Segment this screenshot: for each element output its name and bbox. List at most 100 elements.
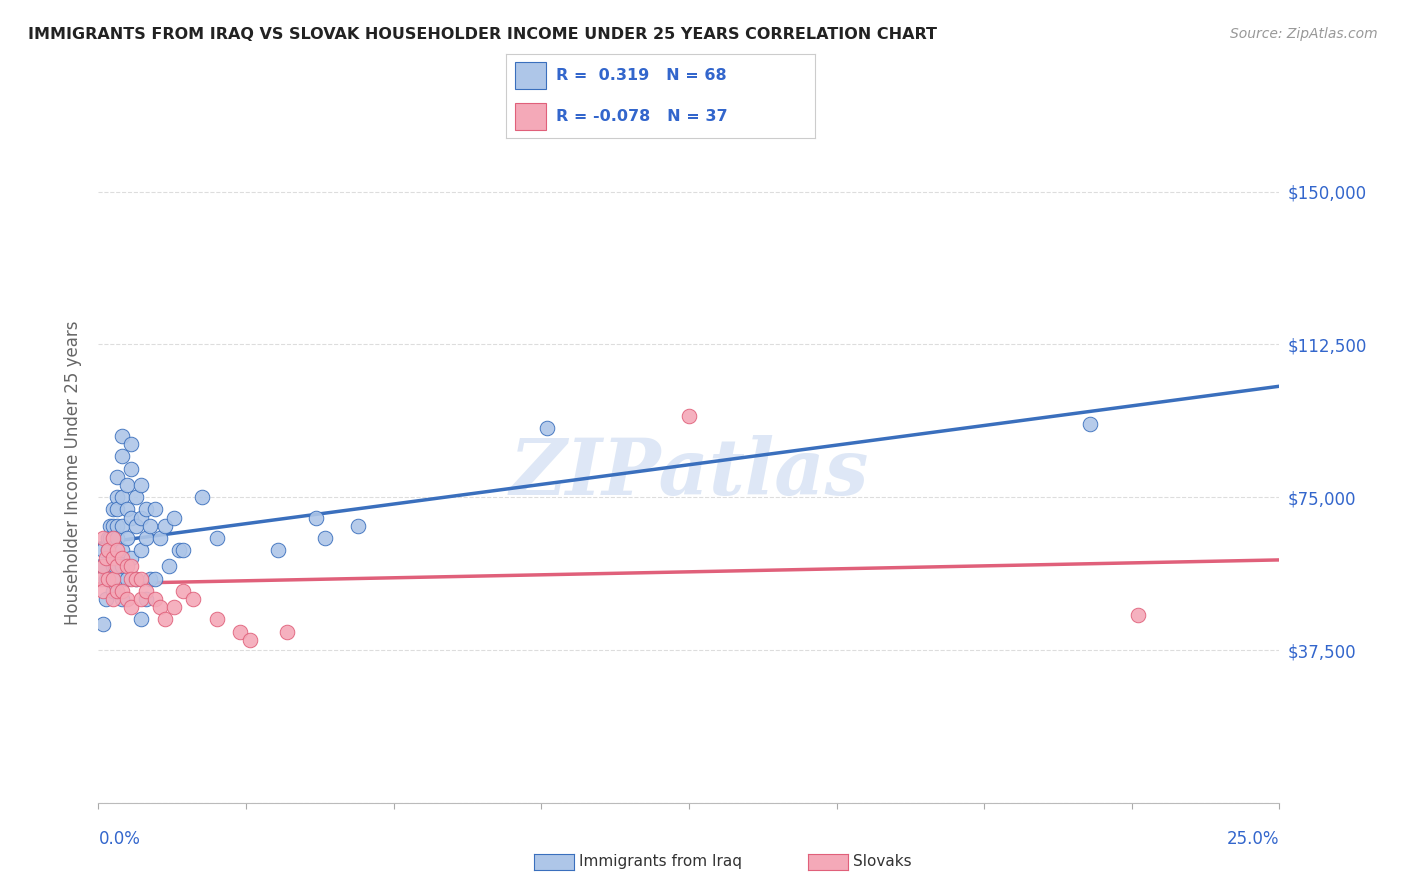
Point: [205, 531, 228, 545]
Point: [135, 502, 157, 516]
Point: [91, 559, 114, 574]
Point: [91, 583, 114, 598]
Point: [101, 583, 124, 598]
Text: Source: ZipAtlas.com: Source: ZipAtlas.com: [1230, 27, 1378, 41]
Point: [121, 551, 143, 566]
Point: [111, 429, 134, 443]
Point: [105, 583, 128, 598]
Point: [105, 490, 128, 504]
Point: [149, 531, 172, 545]
Point: [105, 551, 128, 566]
Point: [143, 592, 166, 607]
Point: [98, 518, 121, 533]
Point: [129, 612, 152, 626]
Point: [105, 470, 128, 484]
Point: [91, 531, 114, 545]
Y-axis label: Householder Income Under 25 years: Householder Income Under 25 years: [65, 320, 83, 625]
Point: [101, 572, 124, 586]
Point: [267, 543, 290, 558]
Point: [101, 592, 124, 607]
Point: [129, 478, 152, 492]
Point: [125, 572, 148, 586]
Point: [129, 510, 152, 524]
Point: [1126, 608, 1149, 623]
Point: [139, 572, 162, 586]
Point: [121, 572, 143, 586]
Point: [115, 559, 138, 574]
Point: [105, 502, 128, 516]
Point: [111, 543, 134, 558]
Point: [129, 592, 152, 607]
Point: [305, 510, 328, 524]
Point: [678, 409, 700, 423]
Point: [314, 531, 336, 545]
Point: [153, 518, 176, 533]
Point: [90, 572, 112, 586]
Point: [97, 572, 120, 586]
Bar: [516, 103, 547, 130]
Point: [205, 612, 228, 626]
Point: [101, 559, 124, 574]
Point: [239, 632, 262, 647]
Point: [105, 543, 128, 558]
Point: [163, 510, 186, 524]
Point: [135, 592, 157, 607]
Text: 0.0%: 0.0%: [98, 830, 141, 847]
Point: [347, 518, 370, 533]
Text: R = -0.078   N = 37: R = -0.078 N = 37: [555, 109, 727, 124]
Point: [135, 531, 157, 545]
Point: [121, 559, 143, 574]
Point: [129, 543, 152, 558]
Point: [105, 559, 128, 574]
Point: [125, 572, 148, 586]
Point: [111, 450, 134, 464]
Point: [101, 531, 124, 545]
Point: [125, 518, 148, 533]
Point: [111, 583, 134, 598]
Point: [121, 510, 143, 524]
Text: IMMIGRANTS FROM IRAQ VS SLOVAK HOUSEHOLDER INCOME UNDER 25 YEARS CORRELATION CHA: IMMIGRANTS FROM IRAQ VS SLOVAK HOUSEHOLD…: [28, 27, 938, 42]
Point: [97, 531, 120, 545]
Point: [101, 551, 124, 566]
Point: [153, 612, 176, 626]
Point: [105, 572, 128, 586]
Point: [97, 572, 120, 586]
Point: [135, 583, 157, 598]
Point: [129, 572, 152, 586]
Point: [125, 490, 148, 504]
Point: [181, 592, 204, 607]
Point: [536, 421, 558, 435]
Point: [157, 559, 180, 574]
Point: [101, 551, 124, 566]
Point: [101, 518, 124, 533]
Point: [111, 559, 134, 574]
Bar: [516, 62, 547, 89]
Point: [111, 518, 134, 533]
Point: [167, 543, 190, 558]
Point: [139, 518, 162, 533]
Point: [91, 616, 114, 631]
Point: [94, 572, 117, 586]
Point: [111, 551, 134, 566]
Point: [111, 592, 134, 607]
Point: [121, 600, 143, 615]
Text: Immigrants from Iraq: Immigrants from Iraq: [579, 855, 742, 869]
Point: [1080, 417, 1102, 431]
Point: [105, 518, 128, 533]
Point: [97, 543, 120, 558]
Point: [90, 559, 112, 574]
Point: [97, 543, 120, 558]
Point: [98, 531, 121, 545]
Point: [143, 572, 166, 586]
Point: [104, 559, 127, 574]
Text: R =  0.319   N = 68: R = 0.319 N = 68: [555, 68, 727, 83]
Point: [101, 502, 124, 516]
Text: 25.0%: 25.0%: [1227, 830, 1279, 847]
Text: ZIPatlas: ZIPatlas: [509, 434, 869, 511]
Point: [105, 531, 128, 545]
Point: [191, 490, 214, 504]
Point: [149, 600, 172, 615]
Point: [115, 478, 138, 492]
Text: Slovaks: Slovaks: [853, 855, 912, 869]
Point: [115, 572, 138, 586]
